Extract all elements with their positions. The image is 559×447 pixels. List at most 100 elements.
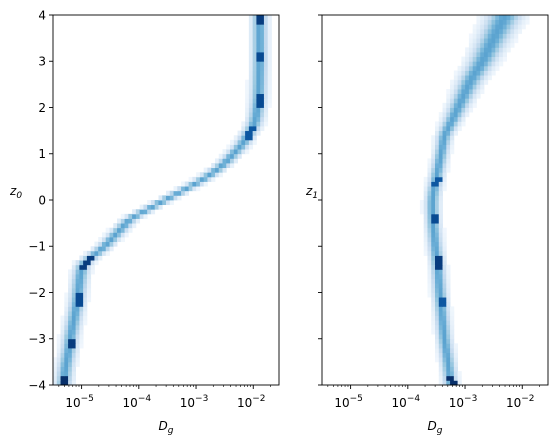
- heatmap-cell: [465, 65, 470, 71]
- heatmap-cell: [495, 47, 500, 53]
- heatmap-cell: [495, 61, 500, 67]
- heatmap-cell: [248, 121, 254, 127]
- heatmap-cell: [499, 61, 504, 67]
- heatmap-cell: [86, 278, 92, 284]
- heatmap-cell: [60, 320, 65, 326]
- heatmap-cell: [263, 61, 269, 67]
- heatmap-cell: [476, 24, 481, 30]
- heatmap-cell: [230, 158, 235, 164]
- heatmap-cell: [260, 56, 265, 62]
- heatmap-cell: [263, 116, 269, 122]
- heatmap-cell: [263, 42, 269, 48]
- heatmap-cell: [192, 181, 197, 187]
- heatmap-cell: [154, 200, 159, 206]
- heatmap-cell: [68, 301, 73, 307]
- heatmap-cell: [502, 24, 507, 30]
- heatmap-cell: [450, 380, 455, 386]
- heatmap-cell: [248, 112, 254, 118]
- heatmap-cell: [218, 167, 223, 173]
- heatmap-cell: [109, 232, 114, 238]
- heatmap-cell: [248, 24, 254, 30]
- heatmap-cell: [438, 361, 443, 367]
- heatmap-cell: [248, 75, 254, 81]
- heatmap-cell: [438, 116, 443, 122]
- heatmap-cell: [147, 200, 152, 206]
- heatmap-cell: [260, 116, 265, 122]
- heatmap-cell: [241, 121, 246, 127]
- heatmap-cell: [241, 130, 246, 136]
- heatmap-cell: [256, 102, 261, 108]
- heatmap-cell: [260, 47, 265, 53]
- heatmap-cell: [196, 181, 201, 187]
- heatmap-cell: [53, 366, 58, 372]
- x-axis-label: Dg: [159, 419, 174, 436]
- heatmap-cell: [252, 139, 257, 145]
- heatmap-cell: [435, 352, 440, 358]
- heatmap-cell: [495, 19, 500, 25]
- heatmap-cell: [442, 260, 447, 266]
- heatmap-cell: [71, 334, 76, 340]
- heatmap-cell: [427, 223, 432, 229]
- heatmap-cell: [117, 223, 122, 229]
- heatmap-cell: [431, 255, 436, 261]
- heatmap-cell: [476, 75, 481, 81]
- heatmap-cell: [256, 24, 261, 30]
- heatmap-cell: [442, 153, 447, 159]
- heatmap-cell: [256, 79, 261, 85]
- heatmap-cell: [442, 139, 447, 145]
- heatmap-cell: [450, 149, 455, 155]
- heatmap-cell: [248, 139, 254, 145]
- heatmap-cell: [495, 52, 500, 58]
- heatmap-cell: [260, 98, 265, 104]
- heatmap-cell: [245, 149, 250, 155]
- heatmap-cell: [480, 61, 485, 67]
- heatmap-cell: [120, 232, 125, 238]
- heatmap-cell: [480, 15, 485, 21]
- heatmap-cell: [128, 213, 133, 219]
- panel-left: −4 −3 −2 −1 0 1 2 3 4 10−5 10−4 10−3 10−2 Dg z0: [9, 8, 280, 436]
- heatmap-cell: [491, 33, 496, 39]
- heatmap-cell: [71, 361, 76, 367]
- heatmap-cell: [431, 190, 436, 196]
- heatmap-cell: [468, 79, 474, 85]
- heatmap-cell: [450, 126, 455, 132]
- heatmap-cell: [267, 102, 272, 108]
- heatmap-cell: [450, 89, 455, 95]
- heatmap-cell: [256, 121, 261, 127]
- heatmap-cell: [502, 33, 507, 39]
- heatmap-cell: [450, 375, 455, 381]
- heatmap-cell: [181, 190, 186, 196]
- heatmap-cell: [263, 93, 269, 99]
- heatmap-cell: [79, 292, 84, 298]
- heatmap-cell: [499, 47, 504, 53]
- heatmap-cell: [233, 144, 238, 150]
- heatmap-cell: [427, 287, 432, 293]
- heatmap-cell: [450, 366, 455, 372]
- heatmap-cell: [79, 329, 84, 335]
- heatmap-cell: [431, 144, 436, 150]
- heatmap-cell: [86, 292, 92, 298]
- heatmap-cell: [256, 15, 261, 21]
- heatmap-cell: [465, 89, 470, 95]
- heatmap-cell: [263, 79, 269, 85]
- heatmap-cell: [60, 338, 65, 344]
- heatmap-cell: [446, 366, 451, 372]
- heatmap-cell: [68, 311, 73, 317]
- heatmap-cell: [438, 181, 443, 187]
- heatmap-cell: [442, 371, 447, 377]
- heatmap-cell: [450, 348, 455, 354]
- heatmap-cell: [83, 292, 88, 298]
- heatmap-cell: [68, 348, 73, 354]
- heatmap-cell: [472, 24, 477, 30]
- heatmap-cell: [446, 130, 451, 136]
- heatmap-cell: [491, 24, 496, 30]
- heatmap-cell: [427, 209, 432, 215]
- heatmap-cell: [252, 126, 257, 132]
- heatmap-cell: [101, 246, 107, 252]
- heatmap-cell: [435, 126, 440, 132]
- heatmap-cell: [75, 324, 80, 330]
- heatmap-cell: [248, 84, 254, 90]
- heatmap-cell: [506, 33, 511, 39]
- heatmap-cell: [521, 19, 526, 25]
- y-tick-label: −2: [28, 286, 46, 300]
